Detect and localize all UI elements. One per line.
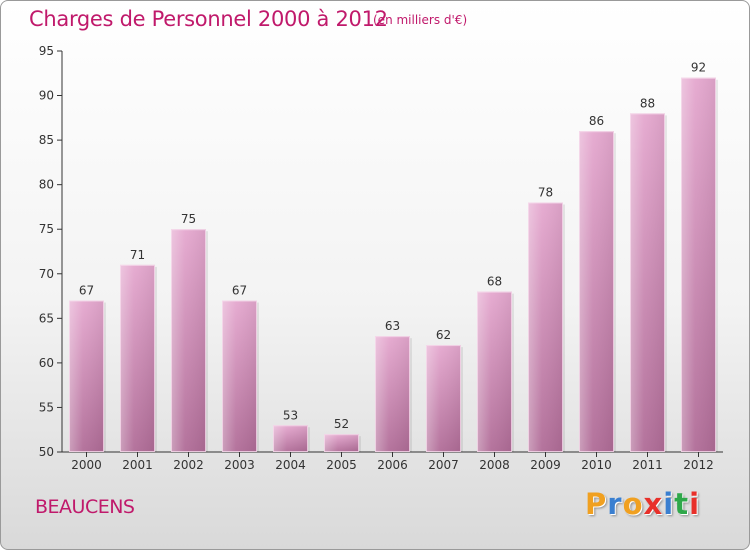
y-tick-label: 95 xyxy=(39,44,54,58)
bar-edge xyxy=(681,77,716,452)
data-label: 63 xyxy=(385,319,400,333)
data-label: 67 xyxy=(79,284,94,298)
y-tick-label: 50 xyxy=(39,445,54,459)
data-label: 78 xyxy=(538,185,553,199)
x-tick-label: 2001 xyxy=(122,458,153,472)
logo-letter: P xyxy=(585,487,608,521)
bar-highlight xyxy=(222,300,257,452)
bar-highlight xyxy=(171,229,206,452)
bar-edge xyxy=(171,229,206,452)
y-tick-label: 80 xyxy=(39,178,54,192)
data-label: 52 xyxy=(334,417,349,431)
bar-highlight xyxy=(528,202,563,452)
x-tick-label: 2005 xyxy=(326,458,357,472)
data-label: 71 xyxy=(130,248,145,262)
data-label: 62 xyxy=(436,328,451,342)
bar-highlight xyxy=(375,336,410,452)
bar-highlight xyxy=(579,131,614,452)
y-tick-label: 55 xyxy=(39,400,54,414)
logo-letter: x xyxy=(643,487,664,521)
bar-edge xyxy=(426,345,461,453)
logo-letter: i xyxy=(663,487,675,521)
y-tick-label: 85 xyxy=(39,133,54,147)
x-tick-label: 2012 xyxy=(683,458,714,472)
data-label: 53 xyxy=(283,408,298,422)
x-tick-label: 2008 xyxy=(479,458,510,472)
data-label: 67 xyxy=(232,284,247,298)
x-tick-label: 2010 xyxy=(581,458,612,472)
bar-edge xyxy=(477,291,512,452)
bar-highlight xyxy=(426,345,461,452)
bar-edge xyxy=(69,300,104,452)
bar-edge xyxy=(273,425,308,452)
bar-edge xyxy=(630,113,665,452)
bar-highlight xyxy=(477,291,512,452)
bar-highlight xyxy=(69,300,104,452)
bar-edge xyxy=(120,264,155,452)
x-tick-label: 2007 xyxy=(428,458,459,472)
y-tick-label: 70 xyxy=(39,267,54,281)
logo-letter: o xyxy=(622,487,644,521)
bar-highlight xyxy=(324,434,359,452)
logo-letter: i xyxy=(689,487,701,521)
data-label: 92 xyxy=(691,61,706,75)
x-tick-label: 2011 xyxy=(632,458,663,472)
x-tick-label: 2009 xyxy=(530,458,561,472)
data-label: 88 xyxy=(640,96,655,110)
y-tick-label: 65 xyxy=(39,311,54,325)
y-tick-label: 60 xyxy=(39,356,54,370)
chart-subtitle: (en milliers d'€) xyxy=(373,13,468,27)
proxiti-logo[interactable]: Proxiti xyxy=(585,487,700,521)
x-axis: 2000 2001 2002 2003 2004 2005 2006 2007 2008 2009… xyxy=(62,451,723,472)
x-tick-label: 2006 xyxy=(377,458,408,472)
bar-edge xyxy=(579,131,614,452)
bar-edge xyxy=(222,300,257,452)
chart-title: Charges de Personnel 2000 à 2012 xyxy=(29,7,388,31)
y-tick-label: 90 xyxy=(39,89,54,103)
logo-letter: r xyxy=(607,487,623,521)
y-tick-label: 75 xyxy=(39,222,54,236)
bar-edge xyxy=(324,434,359,452)
x-tick-label: 2004 xyxy=(275,458,306,472)
data-label: 75 xyxy=(181,212,196,226)
data-labels: 67 71 75 67 53 52 63 62 68 78 86 88 92 xyxy=(79,61,706,431)
x-tick-label: 2003 xyxy=(224,458,255,472)
bar-highlight xyxy=(630,113,665,452)
bar-edge xyxy=(528,202,563,452)
x-tick-label: 2000 xyxy=(71,458,102,472)
x-tick-label: 2002 xyxy=(173,458,204,472)
logo-letter: t xyxy=(674,487,690,521)
y-axis: 50 55 60 65 70 75 80 85 90 95 xyxy=(39,44,63,459)
bar-highlight xyxy=(273,425,308,452)
commune-name: BEAUCENS xyxy=(35,496,135,518)
bar-highlight xyxy=(681,77,716,452)
bar-highlight xyxy=(120,264,155,452)
data-label: 86 xyxy=(589,114,604,128)
bars xyxy=(69,77,718,453)
bar-edge xyxy=(375,336,410,452)
data-label: 68 xyxy=(487,275,502,289)
